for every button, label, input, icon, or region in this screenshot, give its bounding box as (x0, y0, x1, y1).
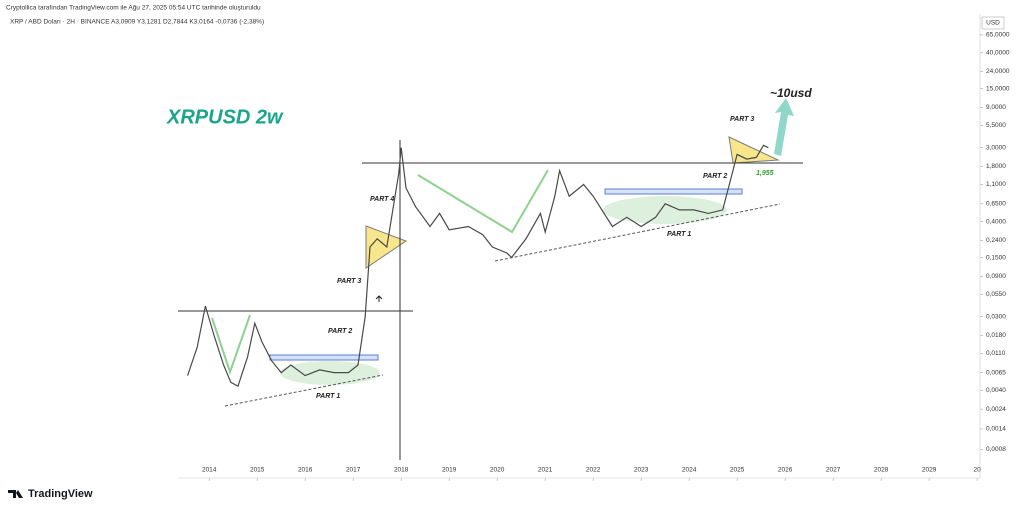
chart-title: XRPUSD 2w (166, 106, 284, 128)
logo-text: TradingView (28, 488, 93, 500)
x-tick-label: 2014 (202, 467, 217, 474)
y-tick-label: 0,0110 (986, 350, 1006, 357)
y-tick-label: 0,0900 (986, 273, 1006, 280)
support-line (224, 374, 384, 407)
target-arrow (774, 98, 794, 156)
x-tick-label: 2028 (874, 467, 889, 474)
x-tick-label: 2019 (442, 467, 457, 474)
up-marker (375, 295, 383, 302)
x-tick-label: 2016 (298, 467, 313, 474)
wave-arrow (417, 169, 549, 234)
accumulation-zone (280, 361, 380, 385)
annotation: ~10usd (770, 86, 812, 100)
x-tick-label: 2018 (394, 467, 409, 474)
x-tick-label: 2015 (250, 467, 265, 474)
y-tick-label: 0,0014 (986, 426, 1006, 433)
annotation: PART 2 (328, 328, 352, 335)
annotation: PART 4 (370, 196, 394, 203)
y-tick-label: 15,0000 (986, 85, 1010, 92)
footer-logo: TradingView (8, 488, 93, 500)
x-tick-label: 2026 (778, 467, 793, 474)
credit: Cryptollica tarafından TradingView.com i… (6, 5, 261, 12)
annotation: PART 1 (667, 231, 691, 238)
x-tick-label: 2021 (538, 467, 553, 474)
symbol-line: XRP / ABD Doları · 2H · BINANCE A3,0909 … (10, 19, 264, 26)
y-tick-label: 3,0000 (986, 144, 1006, 151)
y-tick-label: 40,0000 (986, 49, 1010, 56)
y-tick-label: 1,1000 (986, 181, 1006, 188)
y-tick-label: 0,0300 (986, 313, 1006, 320)
x-tick-label: 2023 (634, 467, 649, 474)
x-tick-label: 2020 (490, 467, 505, 474)
range-box (604, 188, 743, 195)
annotation: PART 1 (316, 393, 340, 400)
range-box (269, 354, 379, 361)
x-tick-label: 2025 (730, 467, 745, 474)
y-tick-label: 0,0180 (986, 332, 1006, 339)
x-tick-label: 2024 (682, 467, 697, 474)
x-tick-label: 2022 (586, 467, 601, 474)
y-tick-label: 0,6500 (986, 200, 1006, 207)
price-line (187, 144, 769, 387)
y-tick-label: 0,0065 (986, 369, 1006, 376)
y-tick-label: 0,0550 (986, 291, 1006, 298)
y-tick-label: 0,1500 (986, 254, 1006, 261)
currency: USD (986, 20, 1000, 27)
x-tick-label: 2017 (346, 467, 361, 474)
y-tick-label: 0,4000 (986, 218, 1006, 225)
y-tick-label: 65,0000 (986, 32, 1010, 39)
logo-icon (8, 490, 23, 498)
annotation: PART 3 (337, 278, 361, 285)
x-tick-label: 20 (974, 467, 982, 474)
y-tick-label: 0,0040 (986, 387, 1006, 394)
y-tick-label: 1,8000 (986, 163, 1006, 170)
y-tick-label: 0,0008 (986, 446, 1006, 453)
annotation: 1,955 (756, 170, 774, 177)
y-tick-label: 24,0000 (986, 68, 1010, 75)
annotation: PART 2 (703, 173, 727, 180)
y-tick-label: 9,0000 (986, 104, 1006, 111)
wave-arrow (211, 314, 251, 376)
support-line (494, 203, 781, 262)
y-tick-label: 5,5000 (986, 122, 1006, 129)
x-tick-label: 2029 (922, 467, 937, 474)
annotation: PART 3 (730, 116, 754, 123)
y-tick-label: 0,2400 (986, 237, 1006, 244)
y-tick-label: 0,0024 (986, 406, 1006, 413)
x-tick-label: 2027 (826, 467, 841, 474)
accumulation-zone (603, 196, 727, 224)
currency-box (981, 16, 1005, 30)
